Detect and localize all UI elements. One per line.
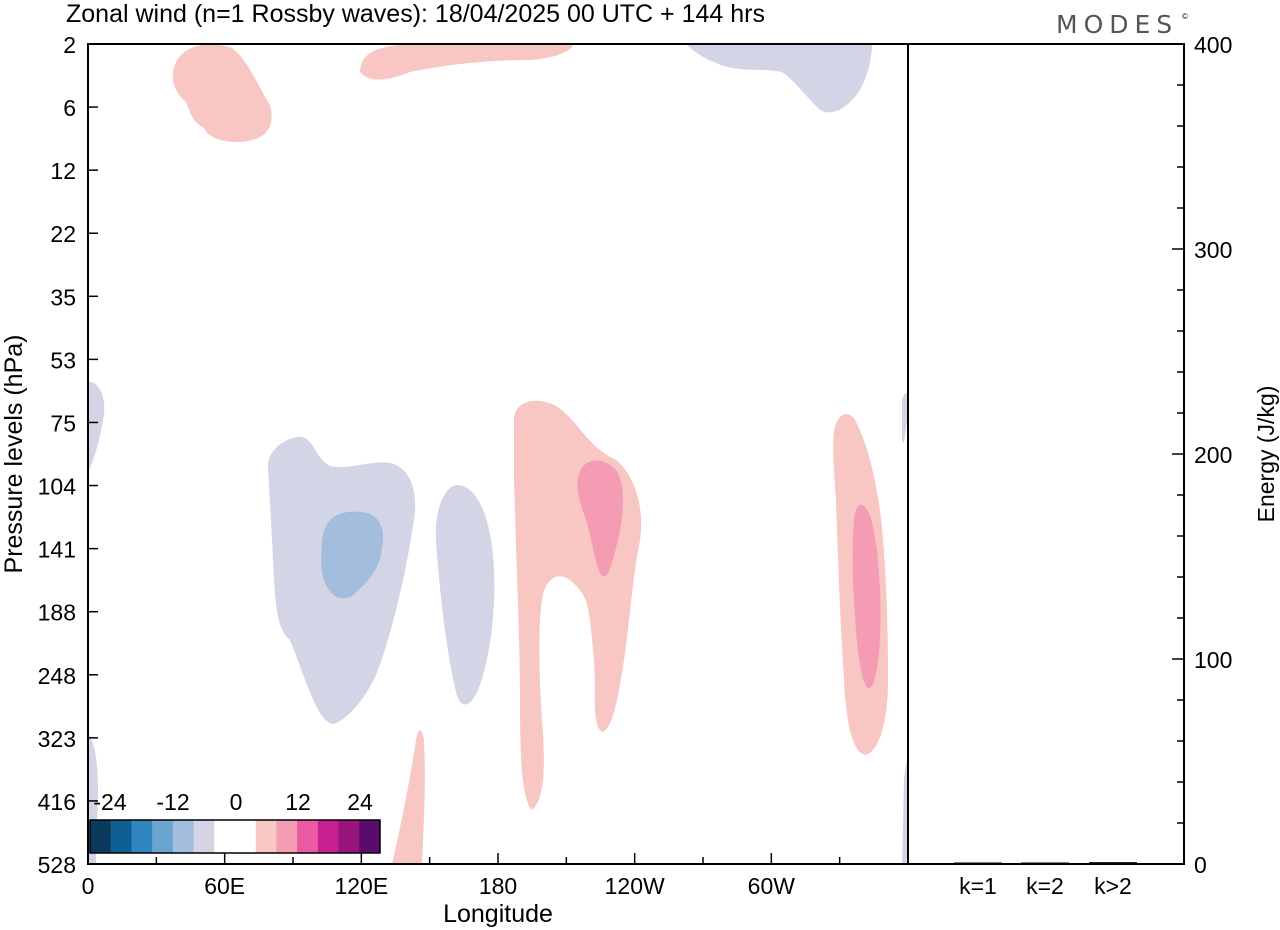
positive-anomaly-contour-1 [172, 44, 272, 142]
x-tick-label: 0 [82, 873, 95, 899]
colorbar-swatch [214, 820, 236, 853]
y-tick-label: 6 [63, 95, 76, 121]
energy-bar [1089, 862, 1137, 864]
contour-fields [88, 44, 909, 864]
negative-anomaly-contour-4 [321, 511, 384, 599]
longitude-axis: 0 60E 120E 180 120W 60W [82, 853, 909, 899]
colorbar-swatch [235, 820, 257, 853]
colorbar-swatch [110, 820, 132, 853]
energy-category-label: k>2 [1094, 873, 1132, 899]
x-tick-label: 60E [204, 873, 245, 899]
energy-bars: k=1 k=2 k>2 [954, 862, 1137, 899]
colorbar-swatch [90, 820, 112, 853]
y-tick-label: 528 [38, 852, 76, 878]
x-tick-label: 120W [605, 873, 665, 899]
colorbar-labels: -24 -12 0 12 24 [93, 789, 373, 815]
colorbar-frame [89, 819, 381, 854]
y-tick-label: 323 [38, 726, 76, 752]
modes-logo: MODES [1056, 10, 1178, 39]
y-tick-label: 416 [38, 789, 76, 815]
energy-tick-label: 0 [1194, 852, 1207, 878]
colorbar-swatch [152, 820, 174, 853]
colorbar-swatch [131, 820, 153, 853]
colorbar-swatch [359, 820, 381, 853]
negative-anomaly-contour-8 [902, 760, 908, 864]
energy-axis-label: Energy (J/kg) [1253, 386, 1279, 523]
energy-bar [1021, 862, 1069, 864]
negative-anomaly-contour-2 [88, 381, 105, 472]
positive-anomaly-contour-3 [514, 400, 642, 810]
logo-mark: © [1182, 12, 1188, 21]
colorbar-swatch [317, 820, 340, 853]
energy-tick-label: 100 [1194, 647, 1232, 673]
energy-tick-label: 200 [1194, 442, 1232, 468]
y-tick-label: 22 [50, 221, 76, 247]
colorbar-label: 12 [285, 789, 311, 815]
colorbar-label: 0 [230, 789, 243, 815]
y-tick-label: 53 [50, 347, 76, 373]
y-tick-label: 188 [38, 600, 76, 626]
colorbar-swatch [255, 820, 277, 853]
plot-frame [87, 43, 1185, 865]
positive-anomaly-contour-7 [852, 504, 881, 689]
energy-axis: 0 100 200 300 400 [1172, 32, 1232, 878]
y-tick-label: 75 [50, 410, 76, 436]
pressure-axis: 2 6 12 22 35 53 75 104 141 188 248 323 416 528 [38, 32, 98, 878]
colorbar-swatch [338, 820, 360, 853]
x-axis-label: Longitude [443, 900, 553, 928]
y-tick-label: 35 [50, 284, 76, 310]
chart-title: Zonal wind (n=1 Rossby waves): 18/04/202… [66, 0, 765, 28]
energy-category-label: k=1 [959, 873, 997, 899]
y-tick-label: 12 [50, 158, 76, 184]
energy-tick-label: 400 [1194, 32, 1232, 58]
x-tick-label: 60W [748, 873, 796, 899]
x-tick-label: 120E [334, 873, 388, 899]
energy-category-label: k=2 [1026, 873, 1064, 899]
negative-anomaly-contour-1 [686, 44, 872, 113]
positive-anomaly-contour-4 [577, 460, 623, 577]
positive-anomaly-contour-2 [360, 44, 574, 80]
colorbar-swatch [193, 820, 215, 853]
x-tick-label: 180 [479, 873, 517, 899]
colorbar [89, 819, 381, 854]
y-tick-label: 248 [38, 663, 76, 689]
energy-bar [954, 862, 1002, 864]
colorbar-swatch [297, 820, 319, 853]
positive-anomaly-contour-5 [392, 730, 425, 864]
energy-tick-label: 300 [1194, 237, 1232, 263]
colorbar-swatch [276, 820, 298, 853]
negative-anomaly-contour-5 [435, 484, 495, 705]
y-axis-label: Pressure levels (hPa) [0, 335, 28, 574]
colorbar-label: -24 [93, 789, 126, 815]
y-tick-label: 2 [63, 32, 76, 58]
y-tick-label: 104 [38, 474, 77, 500]
negative-anomaly-contour-7 [902, 393, 909, 443]
y-tick-label: 141 [38, 537, 76, 563]
colorbar-label: -12 [156, 789, 189, 815]
colorbar-swatch [172, 820, 195, 853]
colorbar-label: 24 [347, 789, 373, 815]
